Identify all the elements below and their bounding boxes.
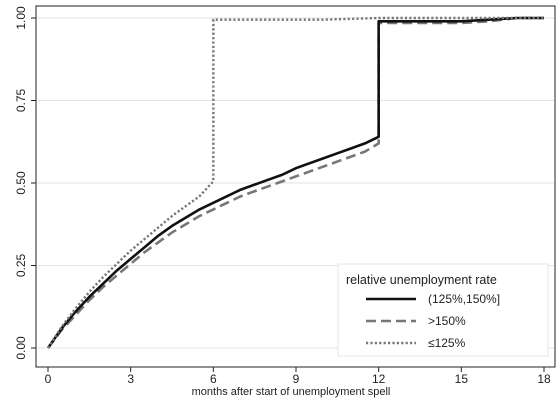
x-tick-label-2: 6: [210, 372, 217, 386]
legend-box: [337, 263, 549, 357]
series-line-0: [46, 16, 544, 349]
axes: 0.00 0.25 0.50 0.75 1.00 0 3 6 9 12 15 18: [14, 6, 551, 386]
series-line-1: [46, 16, 544, 349]
x-tick-label-1: 3: [127, 372, 134, 386]
x-axis-label: months after start of unemployment spell: [192, 386, 391, 398]
y-tick-label-3: 0.75: [14, 88, 28, 112]
legend-label-0: (125%,150%]: [428, 292, 500, 306]
x-tick-label-5: 15: [455, 372, 469, 386]
y-tick-label-1: 0.25: [14, 253, 28, 277]
x-tick-label-3: 9: [293, 372, 300, 386]
y-tick-label-2: 0.50: [14, 171, 28, 195]
legend-label-1: >150%: [428, 314, 466, 328]
legend: relative unemployment rate (125%,150%] >1…: [337, 263, 549, 357]
x-tick-label-0: 0: [45, 372, 52, 386]
x-tick-label-4: 12: [372, 372, 386, 386]
series-layer: [46, 16, 544, 349]
legend-label-2: ≤125%: [428, 336, 466, 350]
y-tick-label-0: 0.00: [14, 336, 28, 360]
y-tick-label-4: 1.00: [14, 6, 28, 30]
legend-title: relative unemployment rate: [346, 273, 497, 287]
x-tick-label-6: 18: [537, 372, 551, 386]
series-line-2: [46, 16, 544, 349]
